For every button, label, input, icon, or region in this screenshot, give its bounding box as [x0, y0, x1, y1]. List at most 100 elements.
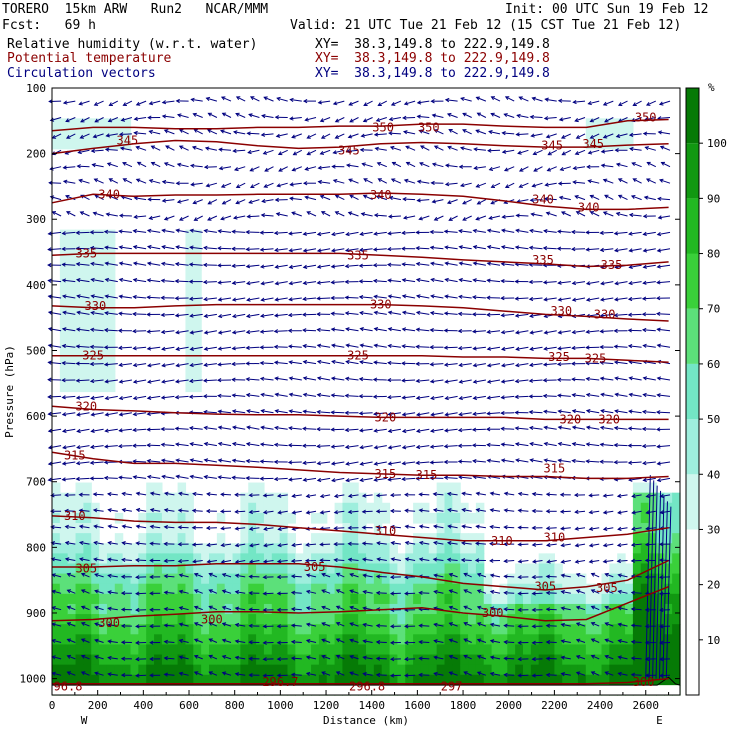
circulation-vector-head	[330, 444, 336, 449]
circulation-vector	[604, 117, 614, 123]
circulation-vector-head	[572, 99, 577, 105]
circulation-vector-head	[345, 461, 350, 466]
circulation-vector-head	[78, 540, 84, 545]
circulation-vector-head	[51, 135, 57, 139]
circulation-vector-head	[305, 526, 310, 531]
circulation-vector-head	[557, 98, 563, 103]
circulation-vector	[376, 526, 387, 529]
rh-cell	[664, 553, 673, 565]
circulation-vector	[657, 231, 671, 236]
circulation-vector-head	[317, 100, 322, 105]
rh-cell	[334, 614, 344, 625]
rh-cell	[318, 593, 328, 605]
circulation-vector-head	[376, 557, 381, 562]
rh-cell	[358, 583, 367, 595]
rh-cell	[256, 654, 265, 666]
rh-cell	[263, 583, 273, 595]
circulation-vector-head	[390, 101, 396, 106]
circulation-vector	[519, 182, 529, 188]
circulation-vector-head	[247, 149, 252, 155]
circulation-vector	[489, 215, 501, 219]
rh-cell	[75, 654, 84, 666]
circulation-vector	[445, 278, 458, 283]
rh-cell	[546, 553, 555, 565]
circulation-vector	[94, 100, 104, 106]
rh-cell	[436, 674, 446, 686]
rh-cell	[515, 573, 524, 585]
rh-cell	[389, 654, 398, 666]
rh-cell	[146, 543, 155, 554]
circulation-vector-head	[76, 294, 81, 299]
rh-cell	[154, 654, 163, 666]
rh-cell	[67, 624, 77, 635]
circulation-vector-head	[361, 509, 367, 514]
circulation-vector-head	[274, 115, 280, 120]
circulation-vector	[290, 182, 302, 186]
rh-cell	[334, 583, 344, 595]
circulation-vector-head	[517, 542, 522, 547]
rh-cell	[303, 614, 312, 625]
rh-cell	[106, 300, 116, 312]
circulation-vector	[108, 607, 118, 611]
circulation-vector-head	[208, 622, 213, 626]
circulation-vector	[642, 411, 656, 414]
circulation-vector	[546, 543, 557, 546]
circulation-vector	[332, 477, 345, 482]
circulation-vector	[374, 231, 387, 235]
circulation-vector	[122, 492, 132, 496]
circulation-vector	[208, 112, 218, 118]
circulation-vector	[218, 281, 232, 284]
circulation-vector-head	[642, 214, 648, 219]
circulation-vector	[447, 199, 458, 204]
circulation-vector-head	[51, 211, 57, 215]
circulation-vector-head	[574, 195, 579, 200]
circulation-vector-head	[545, 526, 551, 531]
circulation-vector-head	[345, 343, 350, 348]
rh-cell	[59, 361, 69, 372]
rh-cell	[358, 533, 367, 544]
circulation-vector-head	[375, 590, 381, 596]
circulation-vector	[289, 361, 302, 365]
rh-cell	[83, 543, 92, 554]
circulation-vector	[91, 412, 104, 416]
circulation-vector	[275, 377, 288, 381]
circulation-vector-head	[415, 412, 421, 417]
circulation-vector-head	[108, 102, 113, 106]
circulation-vector-head	[103, 475, 109, 481]
rh-cell	[216, 644, 226, 656]
circulation-vector	[219, 148, 232, 151]
circulation-vector-head	[574, 509, 579, 515]
circulation-vector	[463, 638, 472, 643]
circulation-vector-head	[458, 229, 463, 234]
rh-cell	[648, 593, 658, 605]
circulation-vector-head	[132, 379, 138, 384]
circulation-vector-head	[387, 343, 392, 349]
circulation-vector	[376, 195, 387, 201]
circulation-vector-head	[208, 638, 213, 643]
circulation-vector	[235, 607, 246, 611]
rh-cell	[593, 664, 603, 676]
circulation-vector	[332, 360, 345, 365]
circulation-vector-head	[415, 476, 420, 481]
circulation-vector	[345, 248, 359, 252]
circulation-vector-head	[135, 624, 140, 629]
rh-cell	[318, 583, 328, 595]
circulation-vector-head	[178, 606, 184, 611]
circulation-vector	[133, 246, 147, 250]
circulation-vector-head	[359, 327, 364, 332]
circulation-vector	[218, 395, 232, 397]
circulation-vector-head	[89, 361, 95, 367]
rh-cell	[303, 634, 312, 646]
circulation-vector	[232, 459, 246, 463]
rh-cell	[381, 674, 391, 686]
circulation-vector-head	[415, 294, 421, 299]
circulation-vector-head	[358, 294, 364, 300]
header-fcst: Fcst: 69 h	[2, 18, 96, 33]
rh-cell	[609, 634, 618, 646]
rh-cell	[59, 654, 69, 666]
circulation-vector	[363, 591, 373, 594]
circulation-vector	[204, 427, 217, 430]
rh-cell	[240, 644, 249, 656]
circulation-vector-head	[345, 478, 350, 483]
circulation-vector-head	[388, 195, 394, 201]
